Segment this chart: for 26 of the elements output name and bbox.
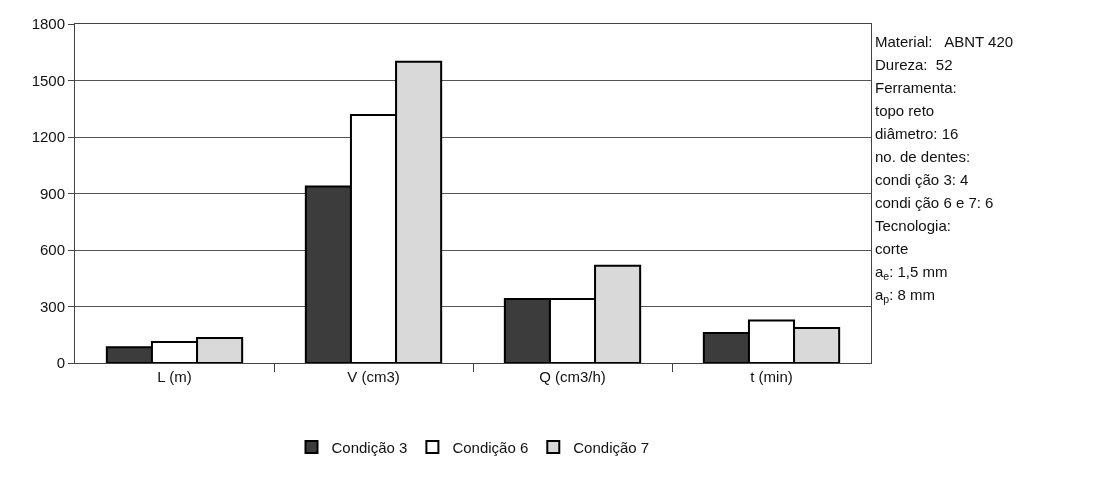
text: corte	[875, 240, 909, 257]
y-tick-label: 300	[39, 297, 65, 315]
text: Dureza: 52	[875, 56, 953, 73]
text: topo reto	[875, 102, 935, 119]
y-tick-label: 1200	[31, 128, 65, 146]
y-tick-label: 0	[56, 354, 65, 372]
text: Ferramenta:	[875, 79, 957, 96]
x-tick-label: L (m)	[157, 368, 192, 385]
legend-label: Condição 7	[573, 438, 650, 456]
text: Material: ABNT 420	[875, 33, 1014, 50]
text: condi ção 6 e 7: 6	[875, 194, 994, 211]
text: a$_{e}$: 1,5 mm	[875, 263, 948, 283]
y-tick-label: 900	[39, 184, 65, 202]
text: diâmetro: 16	[875, 125, 959, 142]
x-tick-label: V (cm3)	[347, 368, 400, 385]
x-tick-label: Q (cm3/h)	[539, 368, 606, 385]
text: Tecnologia:	[875, 217, 951, 234]
text: a$_{p}$: 8 mm	[875, 286, 936, 306]
y-tick-label: 1500	[31, 71, 65, 89]
text: no. de dentes:	[875, 148, 971, 165]
x-tick-label: t (min)	[750, 368, 793, 385]
text: condi ção 3: 4	[875, 171, 969, 188]
y-tick-label: 600	[39, 241, 65, 259]
legend-label: Condição 6	[452, 438, 529, 456]
legend-label: Condição 3	[331, 438, 408, 456]
y-tick-label: 1800	[31, 15, 65, 33]
